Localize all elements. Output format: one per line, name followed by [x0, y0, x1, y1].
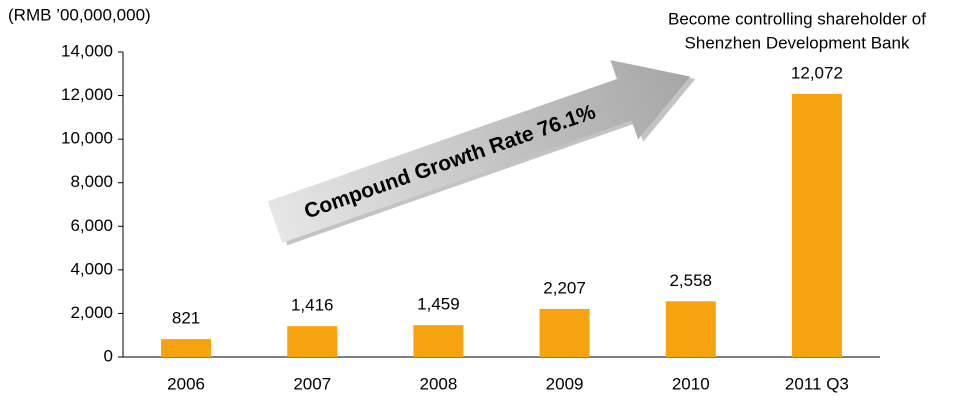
x-tick-label: 2009 — [546, 374, 584, 393]
value-label: 2,558 — [669, 271, 712, 290]
x-tick-label: 2006 — [167, 374, 205, 393]
y-tick-label: 4,000 — [70, 259, 113, 278]
growth-arrow: Compound Growth Rate 76.1% — [267, 60, 696, 246]
bar — [161, 339, 212, 357]
x-tick-label: 2010 — [672, 374, 710, 393]
y-tick-label: 12,000 — [61, 85, 113, 104]
bar — [665, 301, 716, 357]
value-label: 2,207 — [543, 278, 586, 297]
x-tick-label: 2007 — [293, 374, 331, 393]
y-tick-label: 6,000 — [70, 216, 113, 235]
arrow-label: Compound Growth Rate 76.1% — [301, 100, 599, 223]
bar — [413, 325, 464, 357]
annotation: Shenzhen Development Bank — [685, 33, 910, 52]
bar — [539, 308, 590, 357]
value-label: 1,459 — [417, 295, 460, 314]
bar — [287, 326, 338, 357]
y-tick-label: 2,000 — [70, 303, 113, 322]
annotation: Become controlling shareholder of — [668, 9, 926, 28]
y-tick-label: 0 — [104, 346, 113, 365]
x-tick-label: 2011 Q3 — [785, 374, 849, 393]
y-axis-label: (RMB ’00,000,000) — [8, 5, 151, 24]
value-label: 821 — [172, 309, 200, 328]
y-tick-label: 14,000 — [61, 41, 113, 60]
y-tick-label: 10,000 — [61, 129, 113, 148]
y-tick-label: 8,000 — [70, 172, 113, 191]
value-label: 1,416 — [291, 296, 334, 315]
value-label: 12,072 — [791, 63, 843, 82]
bar — [791, 94, 842, 357]
x-tick-label: 2008 — [420, 374, 458, 393]
